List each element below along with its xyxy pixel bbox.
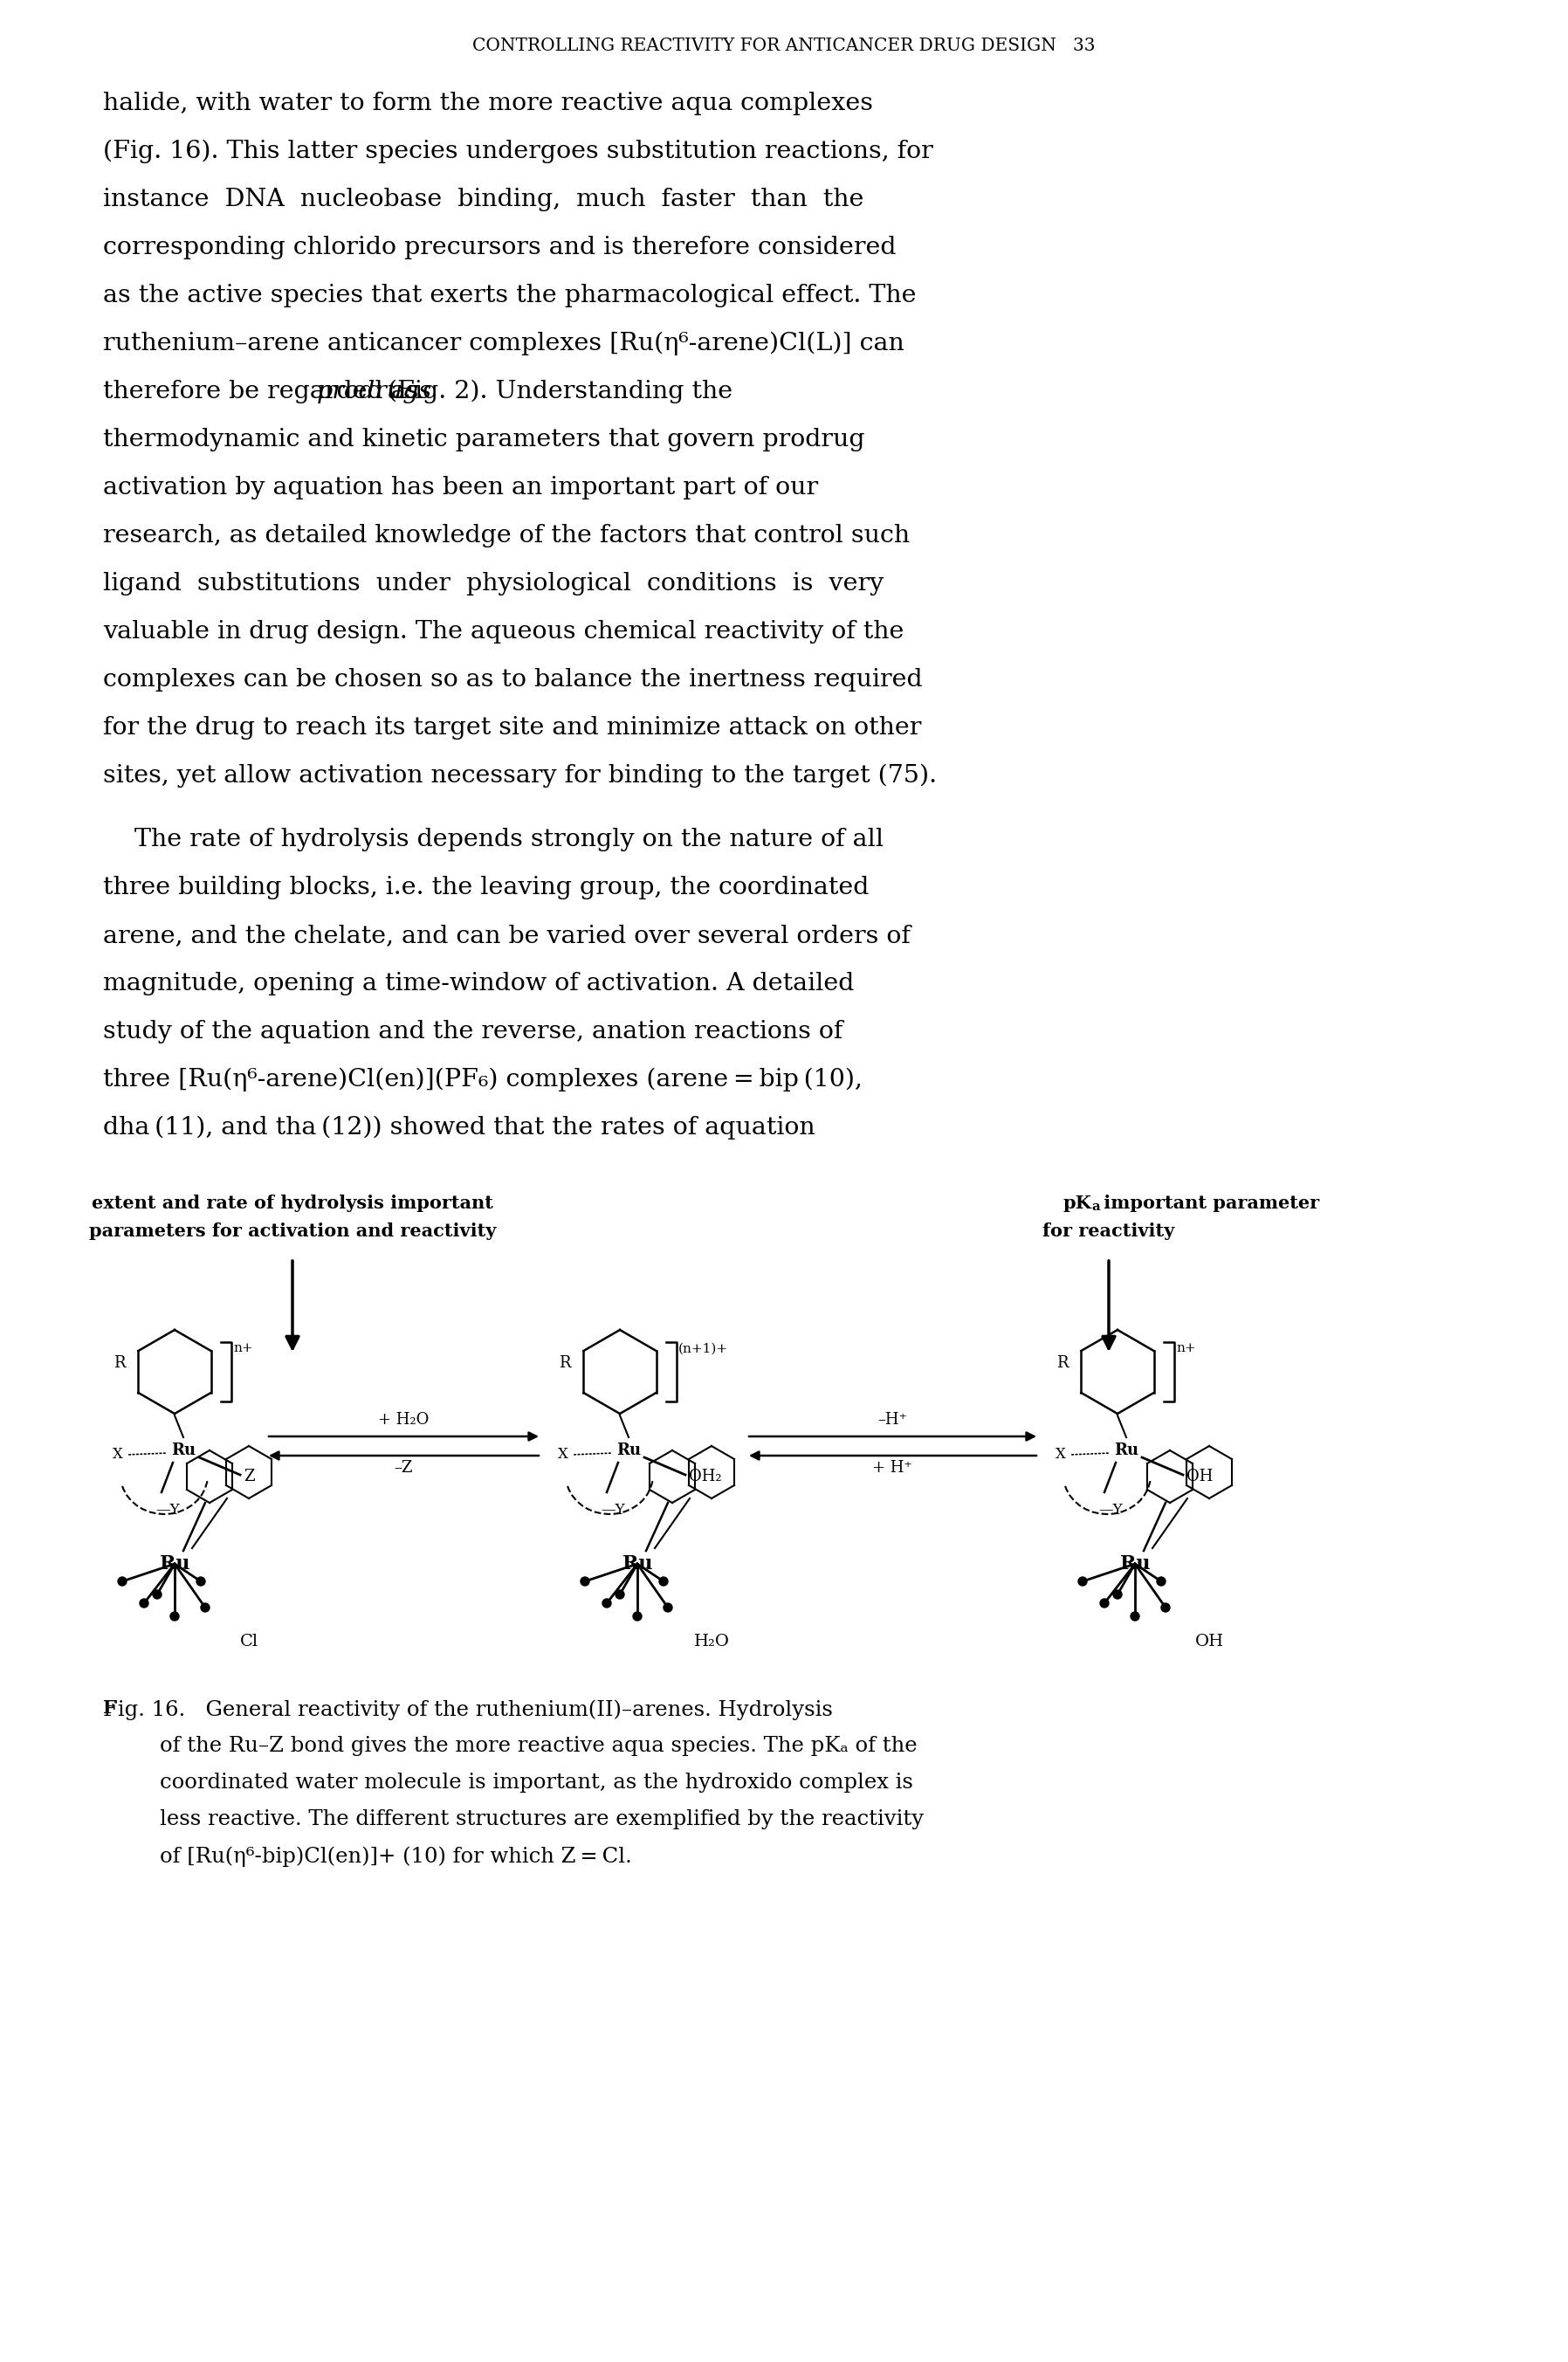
Text: less reactive. The different structures are exemplified by the reactivity: less reactive. The different structures … bbox=[160, 1809, 924, 1828]
Text: R: R bbox=[1057, 1356, 1069, 1370]
Text: of the Ru–Z bond gives the more reactive aqua species. The pKₐ of the: of the Ru–Z bond gives the more reactive… bbox=[160, 1736, 917, 1755]
Circle shape bbox=[140, 1599, 149, 1609]
Text: Cl: Cl bbox=[240, 1635, 259, 1649]
Text: —Y: —Y bbox=[601, 1502, 626, 1516]
Text: of [Ru(η⁶-bip)Cl(en)]+ (10) for which Z = Cl.: of [Ru(η⁶-bip)Cl(en)]+ (10) for which Z … bbox=[160, 1847, 632, 1866]
Text: for reactivity: for reactivity bbox=[1043, 1224, 1174, 1240]
Text: Ru: Ru bbox=[616, 1443, 641, 1457]
Text: Ru: Ru bbox=[622, 1554, 652, 1573]
Circle shape bbox=[1101, 1599, 1109, 1609]
Text: n+: n+ bbox=[1176, 1342, 1196, 1356]
Circle shape bbox=[201, 1604, 210, 1611]
Text: as the active species that exerts the pharmacological effect. The: as the active species that exerts the ph… bbox=[103, 283, 916, 307]
Text: sites, yet allow activation necessary for binding to the target (75).: sites, yet allow activation necessary fo… bbox=[103, 763, 938, 789]
Text: (n+1)+: (n+1)+ bbox=[679, 1342, 728, 1356]
Circle shape bbox=[616, 1590, 624, 1599]
Text: + H⁺: + H⁺ bbox=[872, 1460, 913, 1476]
Circle shape bbox=[602, 1599, 612, 1609]
Text: coordinated water molecule is important, as the hydroxido complex is: coordinated water molecule is important,… bbox=[160, 1772, 913, 1793]
Text: therefore be regarded as: therefore be regarded as bbox=[103, 380, 426, 404]
Text: Ru: Ru bbox=[1113, 1443, 1138, 1457]
Text: (Fig. 2). Understanding the: (Fig. 2). Understanding the bbox=[379, 380, 732, 404]
Text: Fig. 16.   General reactivity of the ruthenium(II)–arenes. Hydrolysis: Fig. 16. General reactivity of the ruthe… bbox=[103, 1698, 833, 1720]
Circle shape bbox=[1131, 1611, 1140, 1620]
Text: complexes can be chosen so as to balance the inertness required: complexes can be chosen so as to balance… bbox=[103, 668, 922, 692]
Text: important parameter: important parameter bbox=[1098, 1195, 1319, 1212]
Text: a: a bbox=[1091, 1200, 1099, 1212]
Text: halide, with water to form the more reactive aqua complexes: halide, with water to form the more reac… bbox=[103, 92, 873, 116]
Text: for the drug to reach its target site and minimize attack on other: for the drug to reach its target site an… bbox=[103, 716, 922, 739]
Circle shape bbox=[659, 1578, 668, 1585]
Text: instance  DNA  nucleobase  binding,  much  faster  than  the: instance DNA nucleobase binding, much fa… bbox=[103, 187, 864, 210]
Text: OH: OH bbox=[1187, 1469, 1214, 1483]
Circle shape bbox=[171, 1611, 179, 1620]
Text: arene, and the chelate, and can be varied over several orders of: arene, and the chelate, and can be varie… bbox=[103, 924, 911, 947]
Text: CONTROLLING REACTIVITY FOR ANTICANCER DRUG DESIGN   33: CONTROLLING REACTIVITY FOR ANTICANCER DR… bbox=[472, 38, 1096, 54]
Text: –Z: –Z bbox=[394, 1460, 412, 1476]
Text: H₂O: H₂O bbox=[693, 1635, 729, 1649]
Circle shape bbox=[1162, 1604, 1170, 1611]
Text: research, as detailed knowledge of the factors that control such: research, as detailed knowledge of the f… bbox=[103, 524, 909, 548]
Text: pK: pK bbox=[1063, 1195, 1091, 1212]
Text: magnitude, opening a time-window of activation. A detailed: magnitude, opening a time-window of acti… bbox=[103, 971, 855, 994]
Text: F: F bbox=[103, 1698, 116, 1717]
Circle shape bbox=[1113, 1590, 1121, 1599]
Text: dha (11), and tha (12)) showed that the rates of aquation: dha (11), and tha (12)) showed that the … bbox=[103, 1115, 815, 1141]
Text: (Fig. 16). This latter species undergoes substitution reactions, for: (Fig. 16). This latter species undergoes… bbox=[103, 139, 933, 163]
Text: –H⁺: –H⁺ bbox=[878, 1412, 906, 1427]
Text: ligand  substitutions  under  physiological  conditions  is  very: ligand substitutions under physiological… bbox=[103, 572, 884, 595]
Text: prodrugs: prodrugs bbox=[317, 380, 433, 404]
Text: X: X bbox=[558, 1448, 568, 1462]
Circle shape bbox=[118, 1578, 127, 1585]
Text: + H₂O: + H₂O bbox=[378, 1412, 428, 1427]
Text: extent and rate of hydrolysis important: extent and rate of hydrolysis important bbox=[91, 1195, 494, 1212]
Text: study of the aquation and the reverse, anation reactions of: study of the aquation and the reverse, a… bbox=[103, 1020, 844, 1044]
Text: ruthenium–arene anticancer complexes [Ru(η⁶-arene)Cl(L)] can: ruthenium–arene anticancer complexes [Ru… bbox=[103, 331, 905, 357]
Text: OH: OH bbox=[1195, 1635, 1223, 1649]
Circle shape bbox=[152, 1590, 162, 1599]
Text: parameters for activation and reactivity: parameters for activation and reactivity bbox=[89, 1224, 495, 1240]
Text: R: R bbox=[560, 1356, 571, 1370]
Circle shape bbox=[1079, 1578, 1087, 1585]
Text: valuable in drug design. The aqueous chemical reactivity of the: valuable in drug design. The aqueous che… bbox=[103, 619, 903, 642]
Text: The rate of hydrolysis depends strongly on the nature of all: The rate of hydrolysis depends strongly … bbox=[103, 827, 884, 850]
Circle shape bbox=[1157, 1578, 1165, 1585]
Text: Ru: Ru bbox=[1120, 1554, 1149, 1573]
Text: Z: Z bbox=[243, 1469, 254, 1483]
Text: n+: n+ bbox=[234, 1342, 252, 1356]
Text: corresponding chlorido precursors and is therefore considered: corresponding chlorido precursors and is… bbox=[103, 236, 897, 260]
Text: —Y: —Y bbox=[1099, 1502, 1123, 1516]
Text: OH₂: OH₂ bbox=[688, 1469, 721, 1483]
Circle shape bbox=[663, 1604, 673, 1611]
Text: thermodynamic and kinetic parameters that govern prodrug: thermodynamic and kinetic parameters tha… bbox=[103, 428, 866, 451]
Text: X: X bbox=[1055, 1448, 1066, 1462]
Text: Ru: Ru bbox=[160, 1554, 190, 1573]
Circle shape bbox=[580, 1578, 590, 1585]
Text: —Y: —Y bbox=[155, 1502, 180, 1516]
Circle shape bbox=[633, 1611, 641, 1620]
Text: three building blocks, i.e. the leaving group, the coordinated: three building blocks, i.e. the leaving … bbox=[103, 876, 869, 900]
Text: Ru: Ru bbox=[171, 1443, 196, 1457]
Text: R: R bbox=[114, 1356, 125, 1370]
Text: activation by aquation has been an important part of our: activation by aquation has been an impor… bbox=[103, 475, 818, 498]
Circle shape bbox=[196, 1578, 205, 1585]
Text: three [Ru(η⁶-arene)Cl(en)](PF₆) complexes (arene = bip (10),: three [Ru(η⁶-arene)Cl(en)](PF₆) complexe… bbox=[103, 1068, 862, 1091]
Text: X: X bbox=[113, 1448, 122, 1462]
